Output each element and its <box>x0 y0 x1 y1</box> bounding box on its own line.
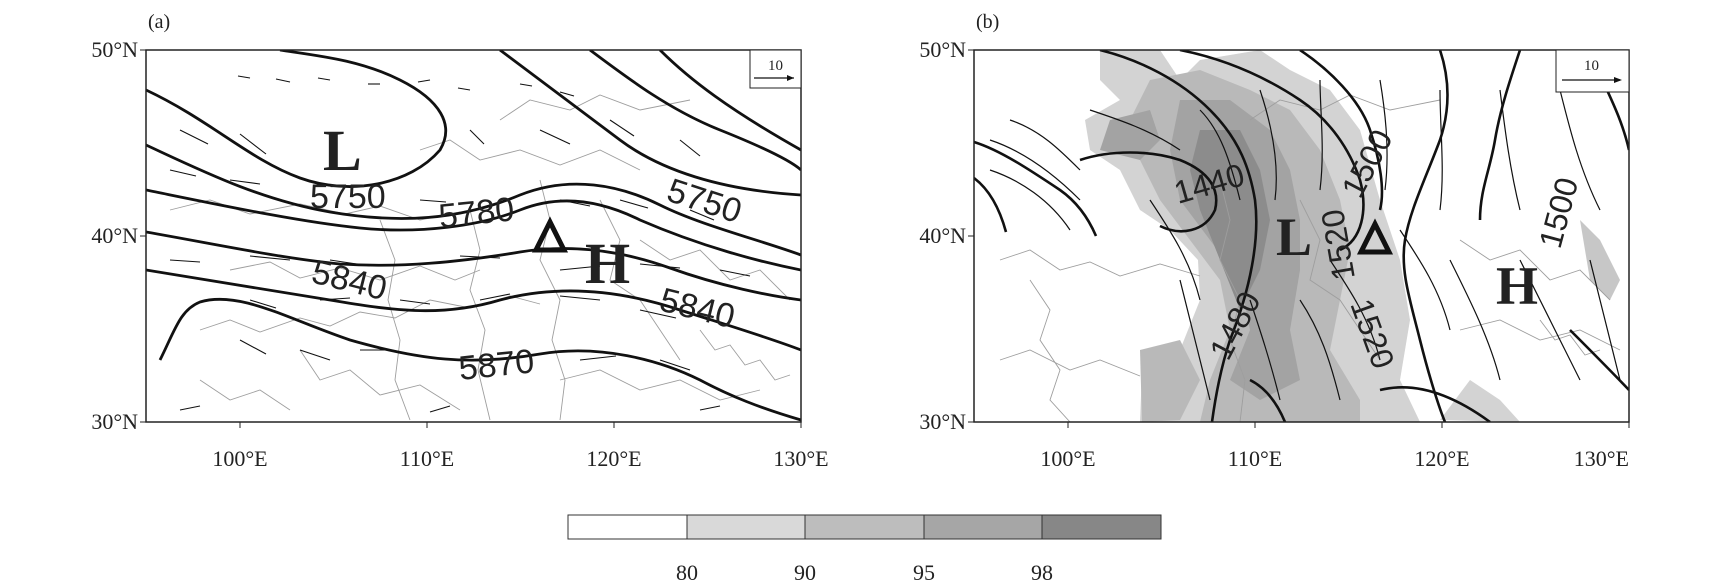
panel-a-reference-vector-box: 10 <box>749 49 802 89</box>
panel-a-lat-tick-40: 40°N <box>91 223 138 248</box>
panel-a-contour-label-6: 5870 <box>457 342 536 388</box>
colorbar-segment-2 <box>686 514 806 540</box>
panel-a-lon-tick-100: 100°E <box>212 446 267 471</box>
panel-b-lat-tick-30: 30°N <box>919 409 966 434</box>
panel-b-contours <box>974 50 1629 422</box>
panel-b-streamlines <box>989 79 1621 401</box>
panel-b-lon-tick-130: 130°E <box>1574 446 1629 471</box>
panel-a-contours <box>146 50 801 422</box>
panel-a-contour-label-1: 5750 <box>310 178 386 216</box>
panel-b: (b) <box>919 11 1630 471</box>
panel-b-lat-tick-40: 40°N <box>919 223 966 248</box>
panel-a-station-triangle-icon <box>531 216 569 253</box>
panel-b-lon-tick-110: 110°E <box>1228 446 1282 471</box>
panel-b-station-triangle-icon <box>1356 218 1394 255</box>
panel-b-high-marker: H <box>1496 256 1538 316</box>
panel-a-contour-label-2: 5780 <box>437 190 516 236</box>
panel-b-lon-tick-100: 100°E <box>1040 446 1095 471</box>
colorbar-segment-3 <box>804 514 925 540</box>
panel-a-lon-tick-110: 110°E <box>400 446 454 471</box>
colorbar-tick-label-90: 90 <box>794 560 816 585</box>
colorbar-segment-4 <box>923 514 1043 540</box>
colorbar-segment-1 <box>567 514 688 540</box>
panel-a-map-area: 5750 5780 5750 5840 5840 5870 L H <box>146 50 801 422</box>
panel-a-reference-vector-label: 10 <box>768 58 783 74</box>
panel-a-wind-vectors <box>169 75 751 413</box>
colorbar-tick-label-95: 95 <box>913 560 935 585</box>
panel-b-reference-vector-label: 10 <box>1584 58 1599 74</box>
panel-a-province-borders <box>169 94 791 421</box>
panel-a-high-marker: H <box>585 231 630 296</box>
panel-b-axis-ticks <box>968 49 1630 428</box>
colorbar-tick-label-98: 98 <box>1031 560 1053 585</box>
panel-a-lon-tick-130: 130°E <box>773 446 828 471</box>
panel-a-lon-tick-120: 120°E <box>586 446 641 471</box>
panel-b-lon-tick-120: 120°E <box>1414 446 1469 471</box>
panel-a-lat-tick-30: 30°N <box>91 409 138 434</box>
panel-a-label: (a) <box>148 11 170 33</box>
panel-a: (a) <box>91 11 828 471</box>
panel-a-axis-ticks <box>140 49 802 428</box>
panel-b-map-area: 1440 1500 1480 1520 1520 1500 L H <box>974 50 1629 422</box>
panel-b-low-marker: L <box>1276 207 1312 267</box>
colorbar: 80 90 95 98 <box>567 514 1162 585</box>
panel-b-label: (b) <box>976 11 999 33</box>
panel-b-lat-tick-50: 50°N <box>919 37 966 62</box>
panel-a-lat-tick-50: 50°N <box>91 37 138 62</box>
colorbar-tick-label-80: 80 <box>676 560 698 585</box>
panel-b-province-borders <box>999 94 1621 422</box>
colorbar-segment-5 <box>1041 514 1162 540</box>
panel-b-reference-vector-box: 10 <box>1555 49 1630 93</box>
panel-a-low-marker: L <box>323 118 362 183</box>
